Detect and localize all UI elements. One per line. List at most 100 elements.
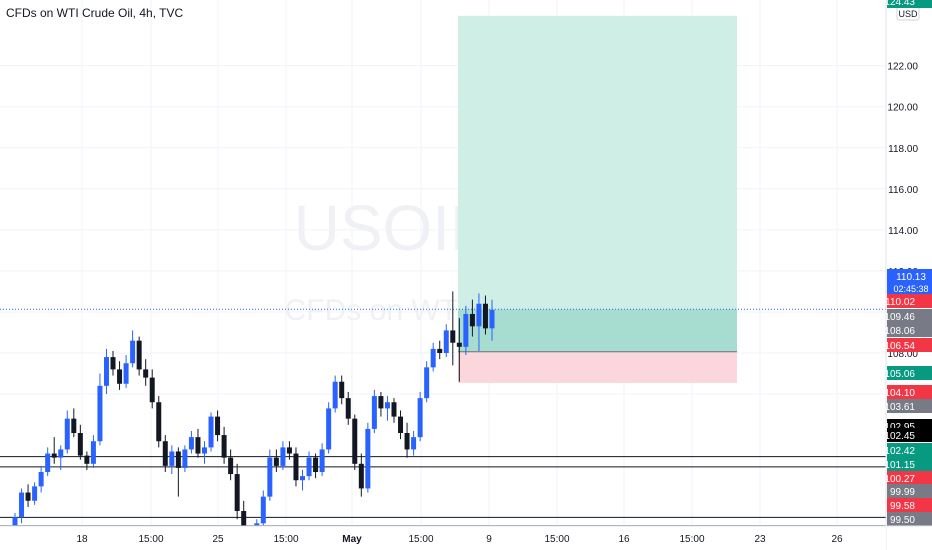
time-tick-label: 26 (831, 534, 843, 545)
candle-body (130, 340, 136, 364)
price-tag-label: 99.58 (890, 501, 915, 512)
candle-body (175, 451, 181, 468)
stop-loss-zone[interactable] (458, 351, 737, 383)
candle-body (117, 369, 123, 384)
price-tag[interactable] (887, 471, 932, 485)
candle-body (476, 303, 482, 327)
candle-body (123, 363, 129, 384)
price-tag-label: 101.15 (884, 460, 915, 471)
price-tag-label: 124.43 (884, 0, 915, 8)
candle-body (378, 396, 384, 409)
price-tag[interactable] (887, 399, 932, 413)
price-tag-label: 102.45 (884, 431, 915, 442)
time-tick-label: 16 (618, 534, 630, 545)
price-tag[interactable] (887, 309, 932, 323)
time-tick-label: 18 (76, 534, 88, 545)
price-tag-label: 105.06 (884, 369, 915, 380)
candle-body (300, 476, 306, 481)
candle-body (456, 342, 462, 347)
take-profit-zone[interactable] (458, 15, 737, 352)
price-tag-label: 100.27 (884, 474, 915, 485)
price-tag[interactable] (887, 323, 932, 337)
candle-body (143, 369, 149, 378)
candle-body (77, 433, 83, 456)
candle-body (326, 408, 332, 450)
currency-label[interactable]: USD (898, 9, 918, 19)
candle-body (365, 428, 371, 489)
price-tick-label: 118.00 (888, 144, 918, 155)
price-tag[interactable] (887, 498, 932, 512)
candle-body (221, 435, 227, 458)
candle-body (228, 457, 234, 475)
candle-body (443, 330, 449, 353)
candle-body (103, 357, 109, 386)
time-axis[interactable]: 18 15:00 25 15:00 May 15:00 9 15:00 16 15:00 23 26 (0, 525, 932, 550)
countdown-value: 02:45:38 (893, 284, 928, 294)
candle-body (84, 455, 90, 464)
price-tag[interactable] (887, 457, 932, 471)
candle-body (306, 457, 312, 477)
candle-body (430, 348, 436, 368)
time-tick-label: May (342, 534, 362, 545)
candle-body (332, 381, 338, 409)
open-profit-zone (458, 309, 737, 352)
candle-body (38, 472, 44, 487)
price-tag[interactable] (887, 294, 932, 308)
candle-body (417, 398, 423, 438)
candle-body (273, 457, 279, 466)
candle-body (260, 496, 266, 524)
candle-body (169, 451, 175, 466)
price-tag[interactable] (887, 443, 932, 457)
price-tag[interactable] (887, 385, 932, 399)
candle-body (51, 453, 57, 458)
candle-body (352, 418, 358, 464)
candle-body (319, 449, 325, 473)
candle-body (404, 433, 410, 450)
price-tag[interactable] (887, 366, 932, 380)
price-axis[interactable]: 106.00108.00110.00112.00114.00116.00118.… (884, 0, 932, 550)
price-tick-label: 114.00 (888, 226, 918, 237)
candles (12, 291, 495, 550)
candle-body (110, 357, 116, 370)
candle-body (234, 474, 240, 512)
candle-body (156, 402, 162, 442)
price-tag[interactable] (887, 338, 932, 352)
price-tag[interactable] (887, 428, 932, 442)
candle-body (182, 449, 188, 468)
time-axis-bg (0, 526, 886, 550)
price-tag-label: 102.42 (884, 446, 915, 457)
candle-body (32, 486, 38, 501)
candle-body (371, 396, 377, 429)
price-tag[interactable] (887, 512, 932, 526)
candle-body (188, 437, 194, 450)
candle-body (25, 492, 31, 501)
position-tool[interactable] (458, 15, 737, 383)
chart-title: CFDs on WTI Crude Oil, 4h, TVC (6, 6, 184, 20)
price-tag-label: 102.95 (884, 422, 915, 433)
time-tick-label: 15:00 (138, 534, 163, 545)
candle-body (398, 416, 404, 434)
price-tick-label: 116.00 (888, 185, 918, 196)
time-tick-label: 23 (754, 534, 766, 545)
time-tick-label: 15:00 (544, 534, 569, 545)
price-tag[interactable] (887, 484, 932, 498)
candle-body (339, 381, 345, 399)
time-tick-label: 25 (212, 534, 224, 545)
candle-body (71, 418, 77, 434)
candle-body (437, 348, 443, 353)
time-tick-label: 15:00 (273, 534, 298, 545)
last-price-value: 110.13 (896, 272, 926, 283)
candle-body (280, 447, 286, 466)
candle-body (58, 449, 64, 458)
time-tick-label: 15:00 (408, 534, 433, 545)
candle-body (267, 457, 273, 497)
price-tag[interactable] (887, 0, 932, 8)
candle-body (19, 492, 25, 518)
price-tag-label: 106.54 (884, 341, 915, 352)
price-tick-label: 122.00 (887, 62, 918, 73)
candle-body (241, 511, 247, 536)
candle-body (215, 416, 221, 436)
last-price-tag[interactable] (887, 269, 932, 297)
